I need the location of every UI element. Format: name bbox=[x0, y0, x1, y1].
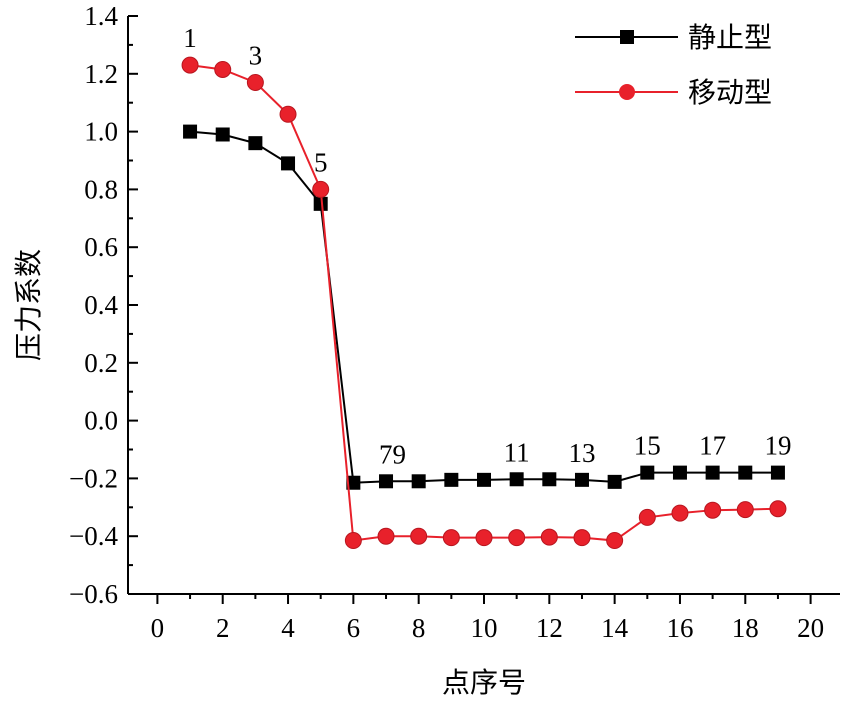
data-point-square bbox=[444, 472, 459, 487]
data-point-circle bbox=[377, 527, 395, 545]
point-label: 1 bbox=[183, 23, 197, 53]
x-tick-label: 2 bbox=[216, 613, 230, 643]
legend-marker-square bbox=[620, 30, 634, 44]
y-tick-label: 0.6 bbox=[84, 232, 118, 262]
point-label: 19 bbox=[764, 431, 791, 461]
legend-label: 静止型 bbox=[688, 22, 772, 54]
x-tick-label: 4 bbox=[281, 613, 295, 643]
data-point-circle bbox=[344, 532, 362, 550]
legend-label: 移动型 bbox=[688, 77, 772, 109]
data-point-square bbox=[705, 465, 720, 480]
data-point-square bbox=[542, 472, 557, 487]
data-point-circle bbox=[246, 73, 264, 91]
point-label: 79 bbox=[379, 439, 406, 469]
x-tick-label: 0 bbox=[151, 613, 165, 643]
data-point-circle bbox=[638, 508, 656, 526]
data-point-square bbox=[738, 465, 753, 480]
point-label: 15 bbox=[634, 431, 661, 461]
legend-marker-circle bbox=[619, 84, 635, 100]
data-point-circle bbox=[181, 56, 199, 74]
data-point-square bbox=[607, 474, 622, 489]
data-point-square bbox=[379, 474, 394, 489]
data-point-square bbox=[346, 475, 361, 490]
data-point-square bbox=[477, 472, 491, 487]
data-point-square bbox=[411, 474, 426, 489]
x-tick-label: 12 bbox=[536, 613, 563, 643]
x-tick-label: 10 bbox=[471, 613, 498, 643]
data-point-square bbox=[183, 124, 198, 139]
data-point-circle bbox=[540, 528, 558, 546]
data-point-circle bbox=[606, 532, 624, 550]
series-layer bbox=[181, 56, 787, 550]
data-point-circle bbox=[508, 529, 526, 547]
x-tick-label: 16 bbox=[666, 613, 693, 643]
y-tick-label: −0.2 bbox=[69, 463, 118, 493]
series-2 bbox=[181, 56, 787, 550]
data-point-circle bbox=[410, 527, 428, 545]
y-tick-label: 0.8 bbox=[84, 174, 118, 204]
data-point-square bbox=[672, 465, 687, 480]
y-tick-label: −0.4 bbox=[69, 521, 118, 551]
y-tick-label: 1.4 bbox=[84, 1, 118, 31]
data-point-circle bbox=[671, 504, 689, 522]
data-point-circle bbox=[442, 529, 460, 547]
data-point-circle bbox=[279, 105, 297, 123]
data-point-square bbox=[640, 465, 655, 480]
x-tick-label: 8 bbox=[412, 613, 426, 643]
point-label: 11 bbox=[504, 437, 530, 467]
data-point-circle bbox=[704, 501, 722, 519]
point-label: 5 bbox=[314, 147, 328, 177]
data-point-circle bbox=[312, 180, 330, 198]
data-point-square bbox=[574, 472, 589, 487]
point-label: 17 bbox=[699, 431, 726, 461]
data-point-circle bbox=[573, 529, 591, 547]
series-line bbox=[189, 130, 778, 484]
data-point-circle bbox=[736, 501, 754, 519]
data-point-circle bbox=[769, 500, 787, 518]
x-tick-label: 18 bbox=[732, 613, 759, 643]
data-point-square bbox=[313, 196, 328, 211]
data-point-square bbox=[770, 465, 785, 480]
y-tick-label: 0.4 bbox=[84, 290, 118, 320]
series-line bbox=[189, 64, 778, 542]
y-tick-label: 1.2 bbox=[84, 59, 118, 89]
data-point-square bbox=[248, 136, 263, 151]
data-point-square bbox=[509, 472, 524, 487]
data-point-square bbox=[215, 127, 230, 142]
x-tick-label: 14 bbox=[601, 613, 629, 643]
point-label: 3 bbox=[249, 40, 263, 70]
data-point-square bbox=[281, 156, 296, 171]
series-1 bbox=[183, 124, 785, 490]
x-tick-label: 20 bbox=[797, 613, 824, 643]
x-axis-title: 点序号 bbox=[442, 667, 526, 699]
y-tick-label: −0.6 bbox=[69, 579, 118, 609]
data-point-circle bbox=[475, 529, 493, 547]
y-tick-label: 0.0 bbox=[84, 406, 118, 436]
y-tick-label: 0.2 bbox=[84, 348, 118, 378]
point-label: 13 bbox=[568, 438, 595, 468]
axes: −0.6 −0.4 −0.2 0.0 0.2 0.4 0.6 0.8 1.0 1.2 1.4 0 2 4 6… bbox=[69, 1, 840, 643]
data-point-circle bbox=[214, 60, 232, 78]
y-tick-label: 1.0 bbox=[84, 117, 118, 147]
x-tick-label: 6 bbox=[347, 613, 361, 643]
y-axis-title: 压力系数 bbox=[13, 249, 45, 361]
